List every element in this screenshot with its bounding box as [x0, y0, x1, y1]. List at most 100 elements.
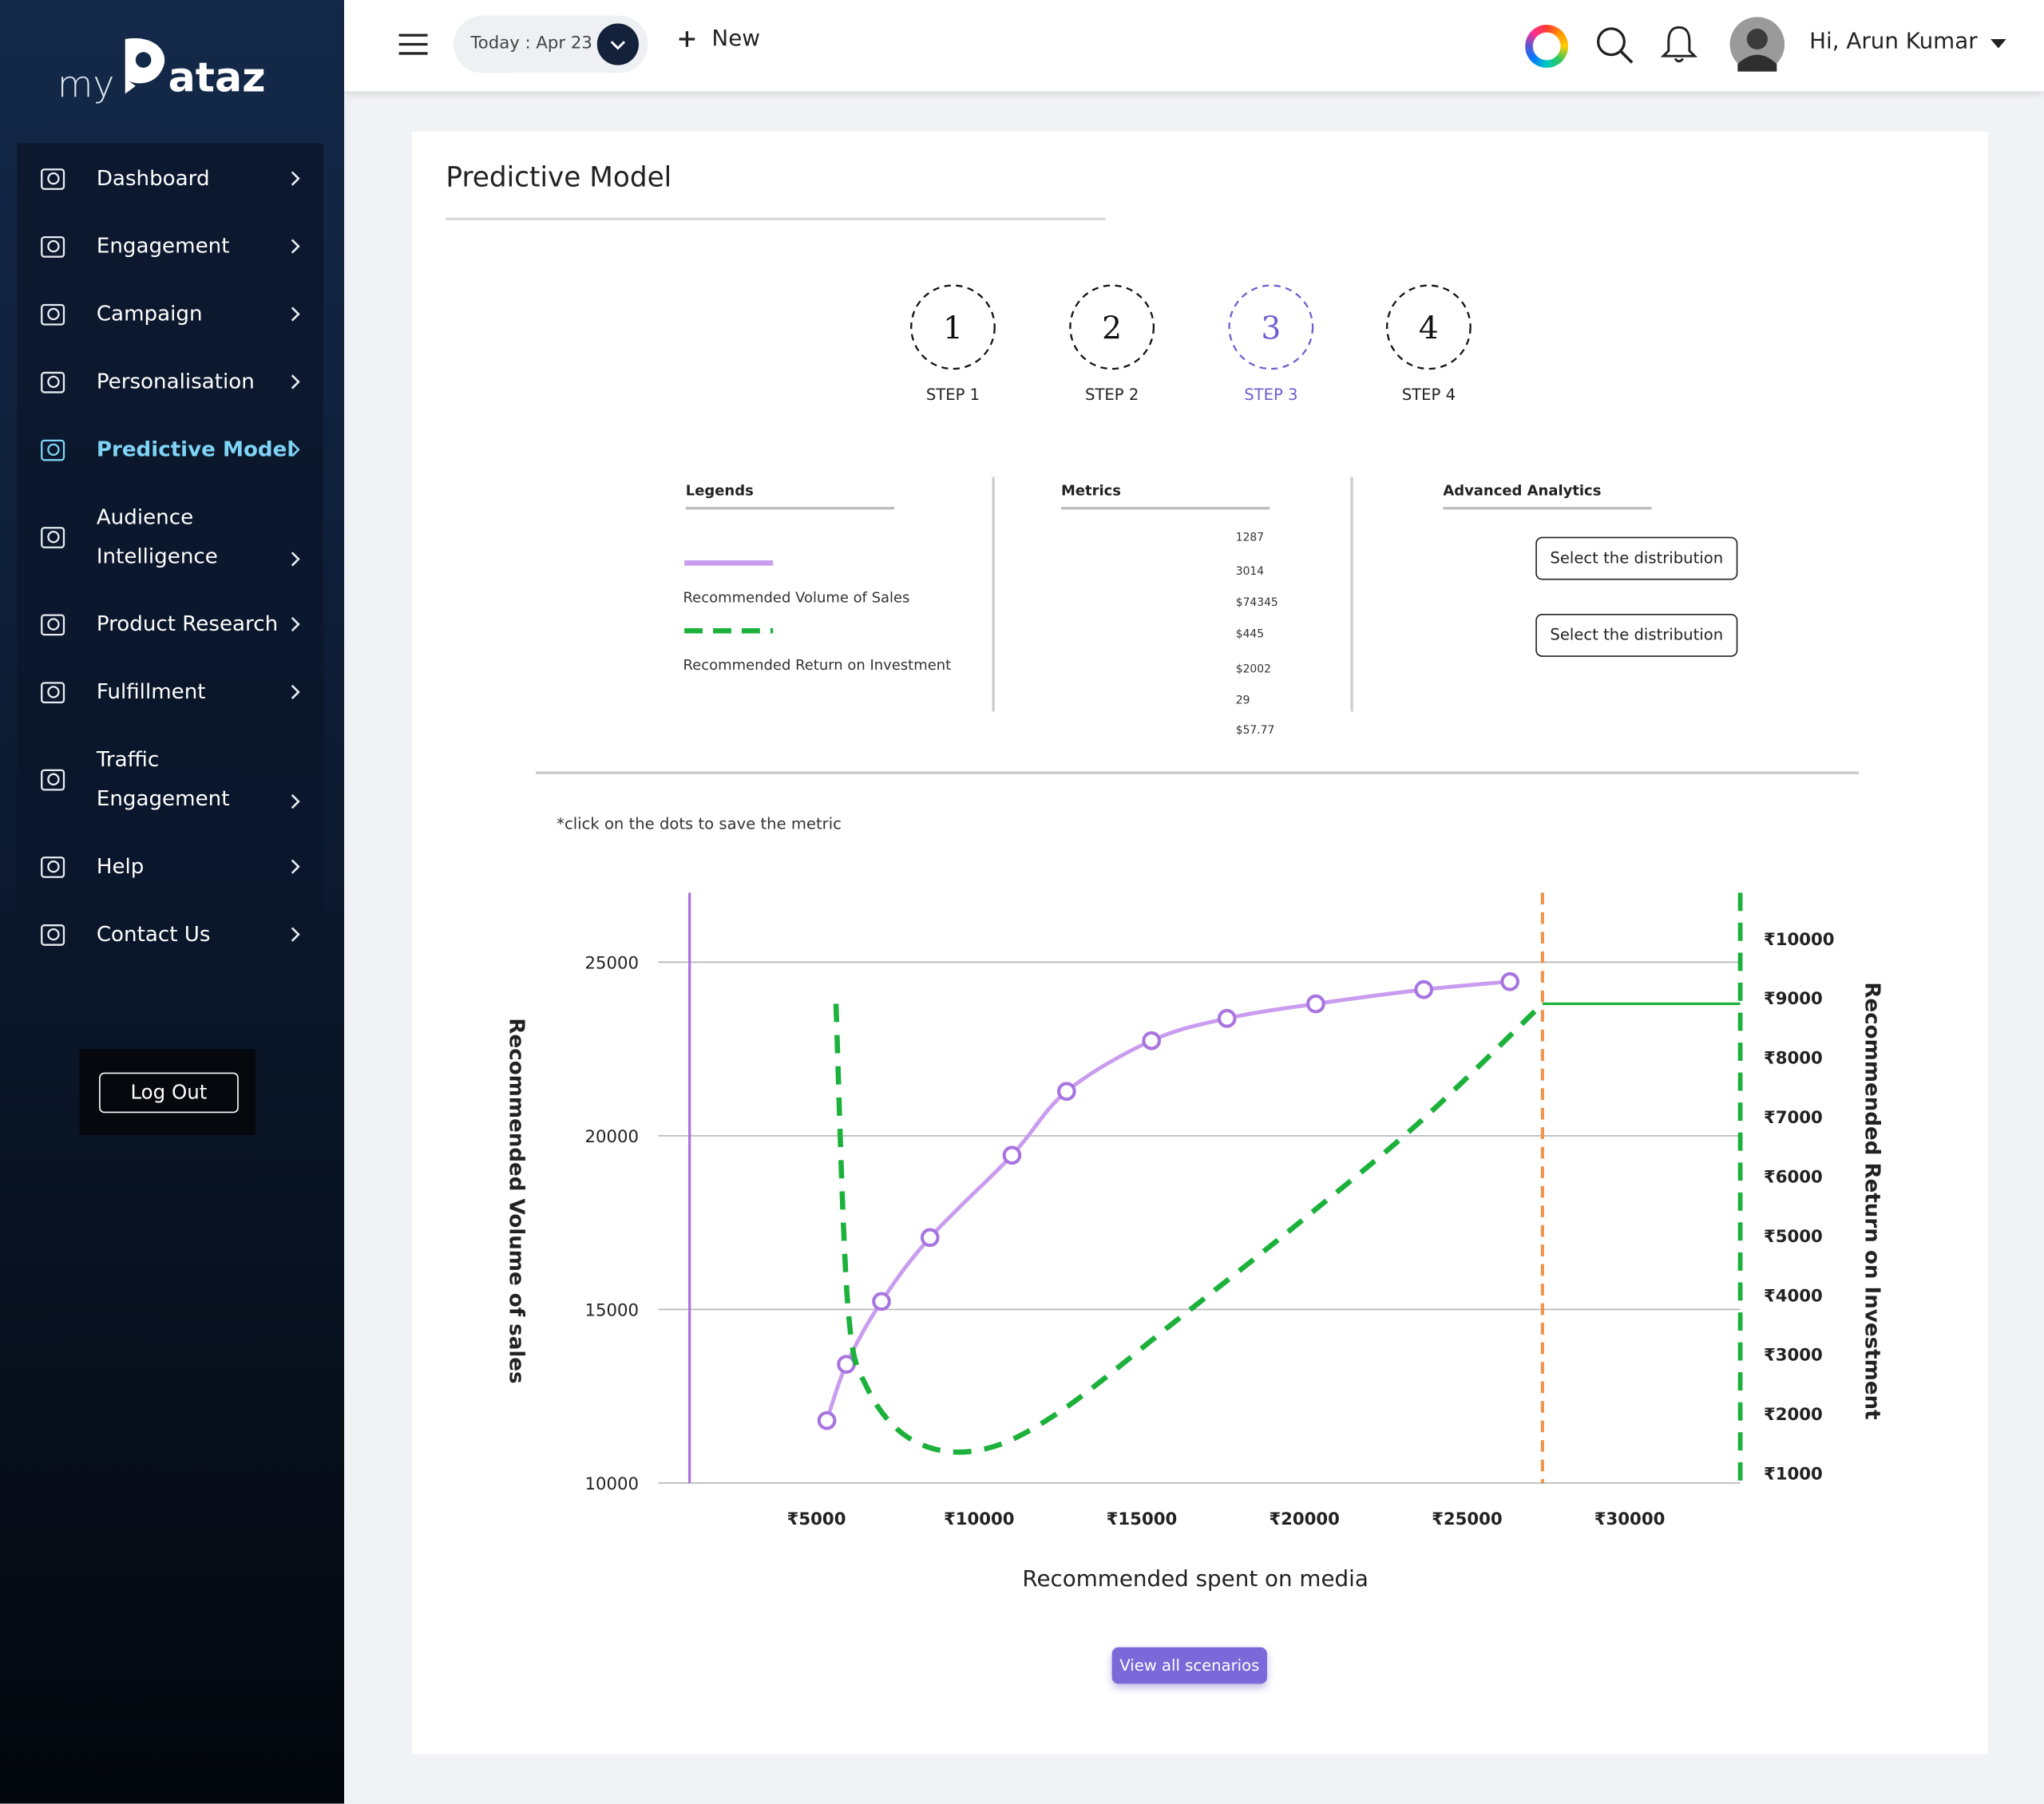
nav-item[interactable]: Traffic Engagement [0, 726, 344, 833]
nav-chevron [291, 552, 300, 567]
metric-value: $74345 [1235, 596, 1278, 611]
nav-label: Contact Us [97, 915, 211, 954]
nav-icon [41, 857, 65, 878]
nav-item[interactable]: Audience Intelligence [0, 484, 344, 591]
metric-value: 1287 [1235, 532, 1265, 545]
user-caret[interactable] [1989, 37, 2007, 49]
nav-icon [41, 769, 65, 791]
icon-shape [47, 686, 60, 698]
view-scenarios-button[interactable]: View all scenarios [1111, 1647, 1267, 1684]
nav-item[interactable]: Predictive Model [0, 416, 344, 484]
nav-label: Personalisation [97, 362, 255, 402]
logout-button[interactable]: Log Out [99, 1072, 239, 1114]
y2-tick-label: ₹7000 [1764, 1108, 1823, 1128]
nav-chevron [291, 307, 300, 322]
nav-item[interactable]: Fulfillment [0, 658, 344, 726]
search-icon[interactable] [1594, 25, 1636, 66]
nav-item[interactable]: Product Research [0, 591, 344, 659]
nav-label: Fulfillment [97, 672, 206, 711]
y2-tick-label: ₹1000 [1764, 1464, 1823, 1484]
y2-tick-label: ₹4000 [1764, 1286, 1823, 1306]
column-divider [992, 477, 994, 712]
color-wheel-icon[interactable] [1525, 25, 1569, 68]
menu-icon[interactable] [398, 31, 429, 57]
legends-underline [685, 507, 894, 509]
step[interactable]: 4 STEP 4 [1377, 282, 1481, 412]
nav-panel [17, 143, 323, 965]
nav-label: Help [97, 847, 145, 886]
nav-item[interactable]: Help [0, 833, 344, 900]
data-point[interactable] [1057, 1082, 1076, 1102]
x-tick-label: ₹25000 [1432, 1509, 1503, 1529]
icon-shape [41, 857, 65, 878]
nav-item[interactable]: Dashboard [0, 144, 344, 212]
chevron-shape [291, 374, 300, 390]
metric-value: 3014 [1235, 565, 1265, 579]
bell-icon[interactable] [1659, 23, 1698, 65]
chevron-shape [291, 616, 300, 632]
icon-shape [47, 375, 60, 389]
nav-chevron [291, 239, 300, 254]
legend-label: Recommended Volume of Sales [683, 588, 910, 607]
data-point[interactable] [837, 1355, 856, 1375]
legend-swatch [684, 627, 774, 634]
step-circle: 2 [1069, 284, 1155, 370]
nav-label: Audience Intelligence [97, 498, 218, 576]
icon-shape [47, 618, 60, 631]
y2-tick-label: ₹5000 [1764, 1227, 1823, 1247]
nav-icon [41, 303, 65, 326]
y-tick-label: 25000 [584, 954, 639, 974]
icon-shape [41, 682, 65, 704]
nav-chevron [291, 374, 300, 390]
chevron-shape [291, 442, 300, 457]
data-point[interactable] [1500, 971, 1519, 991]
data-point[interactable] [1217, 1009, 1237, 1028]
x-axis-label: Recommended spent on media [1022, 1565, 1368, 1592]
nav-icon [41, 371, 65, 394]
nav-item[interactable]: Personalisation [0, 348, 344, 416]
chevron-shape [291, 307, 300, 322]
icon-shape [47, 530, 60, 544]
column-divider [1350, 477, 1353, 712]
step-ring [1069, 284, 1155, 370]
date-pill[interactable]: Today : Apr 23 [454, 15, 648, 73]
step[interactable]: 1 STEP 1 [901, 282, 1005, 412]
chevron-shape [291, 552, 300, 567]
nav-item[interactable]: Contact Us [0, 900, 344, 968]
section-divider [536, 771, 1860, 773]
roi-line [833, 1002, 1545, 1455]
new-label: New [711, 26, 760, 53]
page-title: Predictive Model [446, 161, 672, 193]
nav-icon [41, 924, 65, 946]
y2-tick-label: ₹8000 [1764, 1049, 1823, 1069]
y2-tick-label: ₹2000 [1764, 1405, 1823, 1425]
date-dropdown[interactable] [596, 23, 639, 65]
greeting[interactable]: Hi, Arun Kumar [1809, 28, 1978, 55]
icon-shape [41, 614, 65, 636]
nav-item[interactable]: Campaign [0, 280, 344, 348]
icon-shape [47, 443, 60, 456]
data-point[interactable] [1414, 979, 1434, 999]
nav-label-line: Help [96, 853, 145, 879]
legend-swatch [684, 560, 774, 566]
y2-axis-label: Recommended Return on Investment [1860, 982, 1884, 1419]
y-tick-label: 15000 [584, 1301, 639, 1321]
step[interactable]: 2 STEP 2 [1060, 282, 1164, 412]
data-point[interactable] [872, 1292, 891, 1311]
logo-suffix: ataz [168, 54, 266, 102]
data-point[interactable] [920, 1228, 940, 1248]
avatar[interactable] [1729, 17, 1785, 72]
y-tick-label: 20000 [584, 1127, 639, 1147]
data-point[interactable] [1306, 994, 1325, 1014]
y2-tick-label: ₹10000 [1764, 930, 1835, 950]
data-point[interactable] [1142, 1031, 1162, 1050]
data-point[interactable] [817, 1410, 837, 1430]
y2-tick-label: ₹6000 [1764, 1167, 1823, 1187]
nav-icon [41, 439, 65, 461]
distribution-select[interactable]: Select the distribution [1535, 536, 1738, 580]
step[interactable]: 3 STEP 3 [1219, 282, 1324, 412]
data-point[interactable] [1002, 1145, 1022, 1165]
distribution-select[interactable]: Select the distribution [1535, 613, 1738, 657]
sales-line [825, 979, 1511, 1422]
nav-item[interactable]: Engagement [0, 212, 344, 280]
